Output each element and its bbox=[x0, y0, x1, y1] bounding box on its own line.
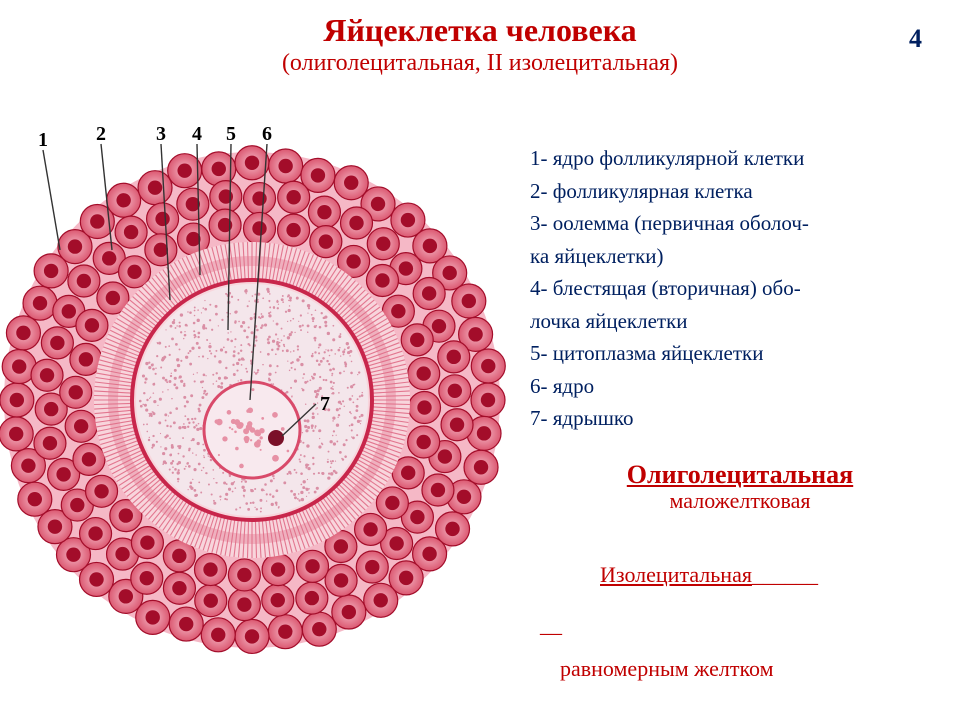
dash: __ bbox=[540, 612, 562, 638]
diagram-label-5: 5 bbox=[226, 123, 236, 145]
legend-line: 2- фолликулярная клетка bbox=[530, 175, 950, 208]
diagram-label-1: 1 bbox=[38, 129, 48, 151]
legend-line: 1- ядро фолликулярной клетки bbox=[530, 142, 950, 175]
legend-line: 5- цитоплазма яйцеклетки bbox=[530, 337, 950, 370]
legend-line: ка яйцеклетки) bbox=[530, 240, 950, 273]
diagram-label-6: 6 bbox=[262, 123, 272, 145]
term-sub: маложелтковая bbox=[540, 488, 940, 514]
term2-block: Изолецитальная______ bbox=[600, 562, 818, 588]
diagram-label-7: 7 bbox=[320, 393, 330, 415]
diagram-label-2: 2 bbox=[96, 123, 106, 145]
legend-block: 1- ядро фолликулярной клетки 2- фолликул… bbox=[530, 142, 950, 435]
term-main: Олиголецитальная bbox=[540, 460, 940, 490]
page-subtitle: (олиголецитальная, II изолецитальная) bbox=[0, 50, 960, 77]
term2-blank: ______ bbox=[752, 562, 818, 587]
desc-tail: равномерным желтком bbox=[560, 656, 774, 682]
term2: Изолецитальная bbox=[600, 562, 752, 587]
oocyte-diagram: 1 2 3 4 5 6 7 bbox=[0, 100, 520, 720]
page-title: Яйцеклетка человека bbox=[0, 12, 960, 49]
legend-line: 4- блестящая (вторичная) обо- bbox=[530, 272, 950, 305]
legend-line: 3- оолемма (первичная оболоч- bbox=[530, 207, 950, 240]
page-number: 4 bbox=[909, 24, 922, 54]
diagram-label-4: 4 bbox=[192, 123, 202, 145]
diagram-label-3: 3 bbox=[156, 123, 166, 145]
legend-line: 6- ядро bbox=[530, 370, 950, 403]
legend-line: 7- ядрышко bbox=[530, 402, 950, 435]
legend-line: лочка яйцеклетки bbox=[530, 305, 950, 338]
term-block: Олиголецитальная маложелтковая bbox=[540, 460, 940, 514]
